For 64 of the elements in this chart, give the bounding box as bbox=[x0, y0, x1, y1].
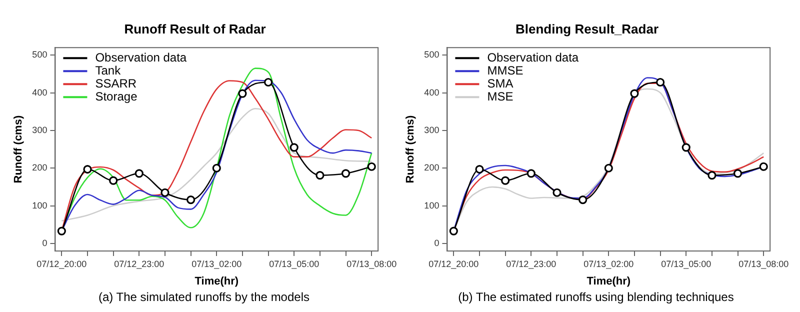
chart-title: Blending Result_Radar bbox=[515, 21, 659, 36]
y-tick-label: 400 bbox=[32, 87, 48, 98]
y-tick-label: 100 bbox=[424, 200, 440, 210]
point bbox=[449, 226, 458, 236]
y-tick-label: 200 bbox=[424, 162, 440, 173]
x-axis-title: Time(hr) bbox=[586, 275, 631, 288]
point bbox=[316, 170, 324, 180]
y-axis-title: Runoff (cms) bbox=[12, 115, 25, 184]
point bbox=[83, 164, 92, 174]
legend-label: Tank bbox=[95, 63, 122, 78]
point bbox=[238, 89, 247, 98]
point bbox=[733, 169, 742, 178]
point bbox=[109, 176, 118, 185]
text: (b) The estimated runoffs using blending techniques bbox=[457, 290, 735, 304]
y-tick-label: 400 bbox=[424, 87, 440, 98]
point bbox=[501, 176, 510, 185]
legend-label: MSE bbox=[487, 89, 514, 104]
legend-label: MMSE bbox=[487, 63, 524, 78]
y-tick-label: 300 bbox=[32, 124, 48, 135]
x-tick-label: 07/13_05:00 bbox=[269, 258, 320, 269]
chart-title: Runoff Result of Radar bbox=[124, 21, 266, 36]
text: (a) The simulated runoffs by the models bbox=[98, 290, 310, 304]
x-tick-label: 07/12_23:00 bbox=[506, 258, 556, 269]
y-tick-label: 0 bbox=[42, 238, 48, 248]
point bbox=[367, 162, 376, 171]
x-tick-label: 07/12_20:00 bbox=[36, 258, 87, 269]
point bbox=[57, 226, 66, 236]
point bbox=[186, 195, 196, 204]
x-tick-label: 07/13_08:00 bbox=[346, 258, 397, 269]
point bbox=[134, 169, 144, 178]
point bbox=[160, 188, 170, 197]
point bbox=[212, 164, 221, 172]
legend-label: SSARR bbox=[95, 76, 137, 90]
y-tick-label: 200 bbox=[32, 162, 48, 173]
point bbox=[708, 170, 716, 180]
legend-label: SMA bbox=[487, 76, 514, 90]
legend-label: Storage bbox=[95, 89, 138, 104]
x-tick-label: 07/13_05:00 bbox=[661, 258, 712, 269]
x-tick-label: 07/12_23:00 bbox=[114, 258, 164, 269]
point bbox=[552, 188, 562, 197]
point bbox=[656, 78, 665, 87]
point bbox=[578, 195, 588, 204]
point bbox=[475, 164, 484, 174]
y-tick-label: 500 bbox=[32, 50, 48, 60]
y-axis-title: Runoff (cms) bbox=[404, 115, 417, 184]
point bbox=[759, 162, 768, 171]
legend-label: Observation data bbox=[95, 50, 187, 64]
point bbox=[604, 164, 613, 172]
point bbox=[630, 89, 639, 98]
y-tick-label: 100 bbox=[32, 200, 48, 210]
point bbox=[290, 143, 298, 152]
y-tick-label: 500 bbox=[424, 50, 440, 60]
y-tick-label: 0 bbox=[434, 238, 440, 248]
point bbox=[264, 78, 273, 87]
point bbox=[526, 169, 536, 178]
x-tick-label: 07/12_20:00 bbox=[428, 258, 479, 269]
x-tick-label: 07/13_02:00 bbox=[192, 258, 242, 269]
x-tick-label: 07/13_02:00 bbox=[584, 258, 634, 269]
point bbox=[341, 169, 350, 178]
x-axis-title: Time(hr) bbox=[194, 275, 239, 288]
x-tick-label: 07/13_08:00 bbox=[738, 258, 789, 269]
y-tick-label: 300 bbox=[424, 124, 440, 135]
legend-label: Observation data bbox=[487, 50, 579, 64]
point bbox=[682, 143, 690, 152]
